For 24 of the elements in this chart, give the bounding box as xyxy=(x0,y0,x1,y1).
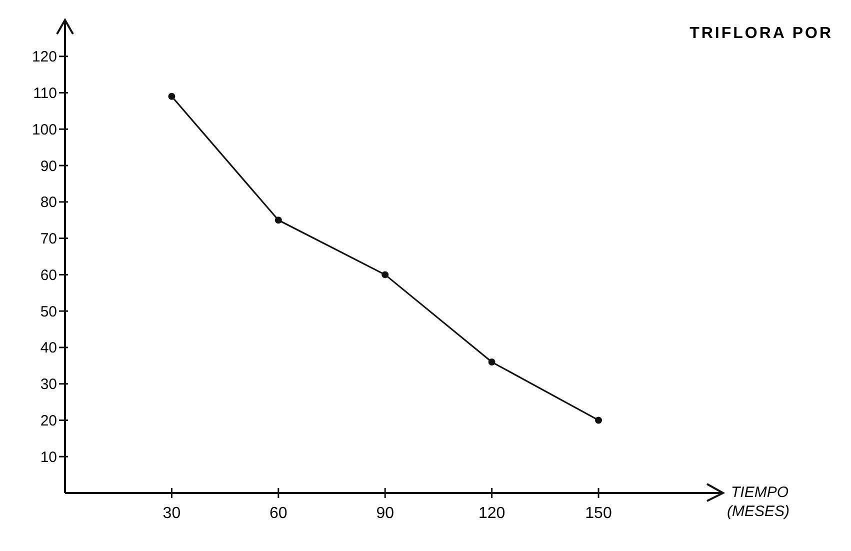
y-tick-label: 120 xyxy=(32,48,57,66)
x-tick-label: 60 xyxy=(270,505,288,522)
y-tick-label: 100 xyxy=(32,121,57,138)
x-tick-label: 30 xyxy=(162,505,181,522)
y-tick-label: 40 xyxy=(40,340,57,357)
x-axis-title: TIEMPO (MESES) xyxy=(727,484,790,520)
y-tick-label: 60 xyxy=(40,266,57,284)
x-tick-label: 150 xyxy=(585,505,612,522)
y-tick-label: 110 xyxy=(33,85,57,102)
y-tick-label: 80 xyxy=(40,194,57,212)
point xyxy=(274,216,282,224)
y-tick-label: 90 xyxy=(40,158,57,175)
point xyxy=(595,416,602,424)
point xyxy=(168,92,176,100)
x-tick-label: 90 xyxy=(376,505,394,522)
y-tick-label: 70 xyxy=(40,230,57,248)
text: TRIFLORA POR xyxy=(690,25,833,42)
y-tick-label: 50 xyxy=(40,303,57,320)
x-tick-label: 120 xyxy=(478,505,506,522)
y-tick-label: 30 xyxy=(40,376,57,394)
y-tick-label: 20 xyxy=(40,412,57,430)
point xyxy=(382,271,389,278)
y-tick-label: 10 xyxy=(40,448,57,466)
point xyxy=(488,358,496,366)
